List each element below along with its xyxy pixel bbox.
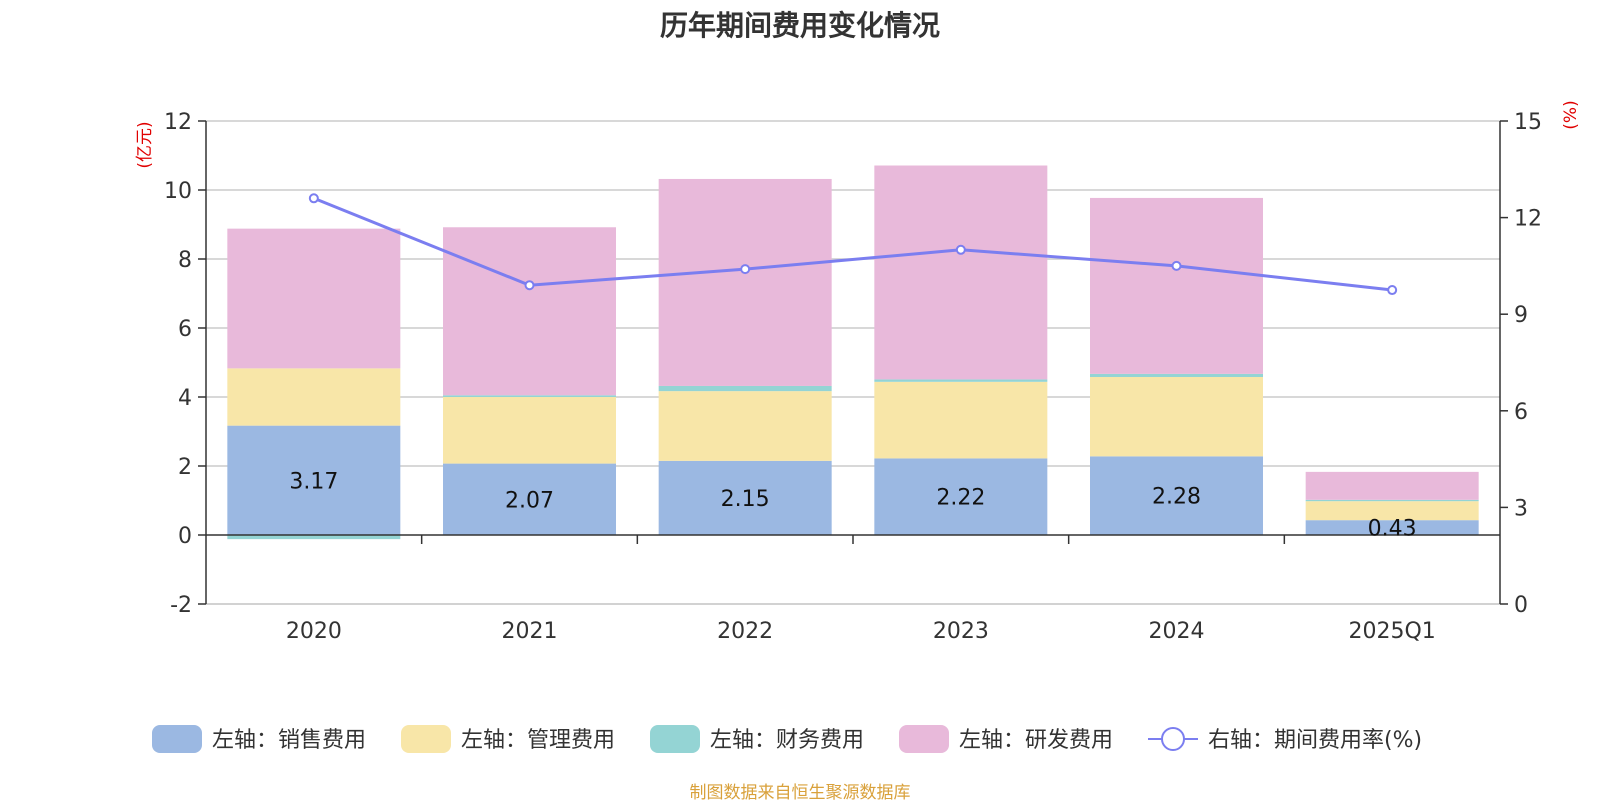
- legend-label: 左轴：管理费用: [461, 728, 615, 753]
- legend-label: 左轴：销售费用: [212, 728, 366, 753]
- x-tick-label: 2020: [286, 619, 342, 644]
- rate-point: [955, 244, 966, 255]
- rate-point: [308, 193, 319, 204]
- bar-segment: [1090, 456, 1263, 535]
- rate-line: [313, 196, 1393, 292]
- bar-group: [227, 165, 1479, 540]
- chart-title: 历年期间费用变化情况: [659, 9, 940, 42]
- bar-segment: [227, 228, 401, 369]
- bar-segment: [874, 165, 1048, 380]
- right-tick-label: 3: [1514, 496, 1528, 521]
- data-labels: 3.17 2.07 2.15 2.22 2.28 0.43: [289, 469, 1416, 541]
- bar-segment: [227, 368, 401, 426]
- bar-segment: [1305, 520, 1479, 535]
- legend-swatch: [401, 725, 451, 753]
- bar-segment: [874, 381, 1048, 459]
- bar-segment: [1090, 376, 1263, 457]
- right-tick-label: 15: [1514, 110, 1542, 135]
- x-tick-label: 2022: [717, 619, 773, 644]
- legend-label: 左轴：财务费用: [710, 728, 864, 753]
- bar-segment: [658, 385, 832, 392]
- legend-swatch: [152, 725, 202, 753]
- bar-segment: [227, 425, 401, 535]
- x-tick-label: 2025Q1: [1349, 619, 1436, 644]
- left-tick-label: 4: [178, 386, 192, 411]
- bar-segment: [227, 535, 401, 540]
- rate-point: [1387, 285, 1398, 296]
- left-tick-label: 12: [164, 110, 192, 135]
- x-tick-label: 2021: [502, 619, 558, 644]
- left-tick-label: 8: [178, 248, 192, 273]
- bar-segment: [1090, 197, 1263, 374]
- right-tick-label: 6: [1514, 400, 1528, 425]
- left-tick-label: 0: [178, 524, 192, 549]
- bar-segment: [658, 460, 832, 535]
- bar-segment: [874, 379, 1048, 382]
- right-tick-label: 0: [1514, 593, 1528, 618]
- bar-segment: [658, 178, 832, 386]
- data-label: 0.43: [1368, 517, 1417, 542]
- left-tick-label: 2: [178, 455, 192, 480]
- bar-segment: [443, 397, 616, 464]
- right-axis-unit: (%): [1561, 100, 1581, 129]
- rate-point: [740, 264, 751, 275]
- left-tick-label: 10: [164, 179, 192, 204]
- x-tick-label: 2024: [1149, 619, 1205, 644]
- legend-marker: [1161, 727, 1185, 751]
- data-label: 3.17: [289, 469, 338, 494]
- axes: -2 0 2 4 6 8 10 12 0 3 6 9 12 15 (亿元) (%) 2020 2021 2022 20…: [135, 100, 1581, 644]
- bar-segment: [443, 395, 616, 397]
- legend: 左轴：销售费用 左轴：管理费用 左轴：财务费用 左轴：研发费用 右轴：期间费用率(%): [152, 725, 1422, 753]
- right-tick-label: 12: [1514, 207, 1542, 232]
- x-tick-label: 2023: [933, 619, 989, 644]
- line-series: [308, 193, 1398, 296]
- legend-label: 左轴：研发费用: [959, 728, 1113, 753]
- legend-swatch: [650, 725, 700, 753]
- legend-label: 右轴：期间费用率(%): [1208, 728, 1422, 753]
- left-axis-unit: (亿元): [135, 121, 155, 168]
- data-label: 2.22: [936, 486, 985, 511]
- bar-segment: [1305, 499, 1479, 502]
- bar-segment: [443, 227, 616, 396]
- rate-point: [1171, 260, 1182, 271]
- rate-point: [524, 280, 535, 291]
- bar-segment: [1305, 501, 1479, 521]
- left-tick-label: -2: [170, 593, 192, 618]
- data-label: 2.28: [1152, 485, 1201, 510]
- source-footer: 制图数据来自恒生聚源数据库: [689, 783, 911, 803]
- bar-segment: [658, 391, 832, 461]
- data-label: 2.15: [721, 487, 770, 512]
- gridlines: [206, 120, 1500, 605]
- bar-segment: [1305, 471, 1479, 500]
- bar-segment: [1090, 373, 1263, 377]
- left-tick-label: 6: [178, 317, 192, 342]
- legend-swatch: [899, 725, 949, 753]
- bar-segment: [443, 463, 616, 535]
- data-label: 2.07: [505, 488, 554, 513]
- bar-segment: [874, 458, 1048, 535]
- right-tick-label: 9: [1514, 303, 1528, 328]
